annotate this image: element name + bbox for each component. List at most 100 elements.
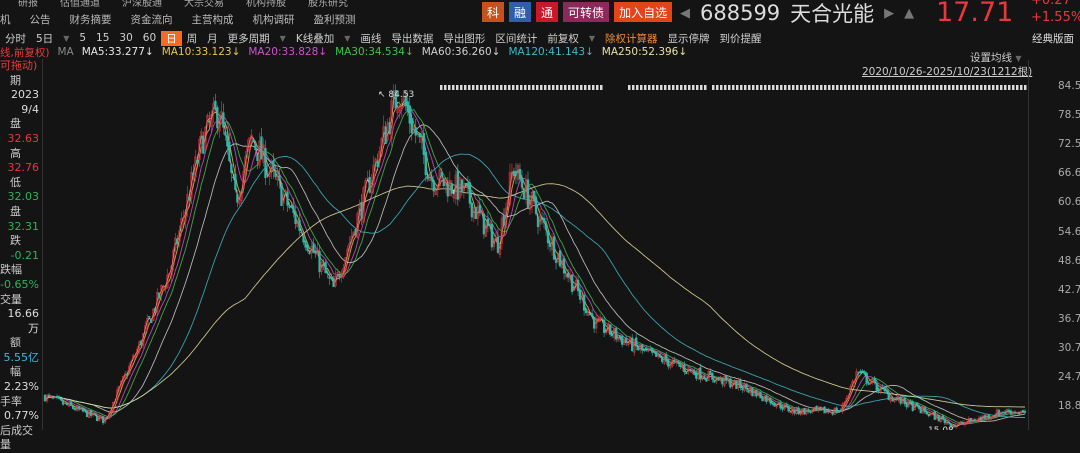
candle-body (330, 276, 333, 280)
candle-body (657, 353, 660, 357)
candle-body (93, 413, 97, 416)
badge-4[interactable]: 加入自选 (614, 2, 673, 22)
event-marker (516, 85, 519, 90)
y-tick-label: 78.5 (1058, 109, 1080, 122)
sub-tab[interactable]: 机构调研 (252, 13, 295, 26)
date-day: 9/4 (21, 102, 39, 116)
candle-body (302, 236, 305, 243)
toolbar-button[interactable]: 显示停牌 (667, 32, 710, 45)
candle-body (77, 405, 81, 410)
candle-body (71, 406, 75, 409)
candle-body (665, 354, 668, 362)
sub-tab[interactable]: 财务摘要 (69, 13, 112, 26)
badge-1[interactable]: 融 (509, 2, 532, 22)
sub-tab[interactable]: 盈利预测 (313, 13, 356, 26)
event-marker (680, 85, 683, 90)
layout-button[interactable]: 经典版面 (1032, 33, 1074, 45)
candle-body (649, 349, 652, 351)
bell-icon[interactable]: ▲ (904, 5, 915, 21)
top-tab[interactable]: 研报 (18, 0, 38, 9)
dropdown-caret-icon[interactable]: ▼ (588, 33, 596, 43)
dropdown-caret-icon[interactable]: ▼ (344, 33, 351, 43)
toolbar-button[interactable]: 导出数据 (391, 32, 434, 45)
badge-2[interactable]: 通 (536, 2, 559, 22)
prev-stock-icon[interactable]: ◀ (680, 5, 690, 21)
period-tab[interactable]: 15 (96, 32, 110, 44)
period-tab[interactable]: 更多周期 (227, 32, 270, 45)
period-tab[interactable]: 分时 (5, 32, 26, 45)
candle-body (254, 143, 257, 151)
candle-body (442, 178, 445, 187)
period-tab[interactable]: 月 (207, 32, 218, 45)
top-tab[interactable]: 大宗交易 (184, 0, 224, 9)
candle-body (222, 112, 225, 128)
period-tab[interactable]: 30 (119, 32, 133, 44)
period-tab[interactable]: 5日 (36, 32, 54, 45)
event-marker (1012, 85, 1015, 90)
event-marker (832, 85, 835, 90)
event-marker (492, 85, 495, 90)
badge-0[interactable]: 科 (482, 2, 505, 22)
event-marker (864, 85, 867, 90)
kline-chart[interactable]: ↖ 84.53 15.08 (0, 0, 1080, 430)
event-marker (556, 85, 559, 90)
period-tab[interactable]: 周 (186, 32, 198, 45)
sub-tab[interactable]: 机 (0, 13, 11, 26)
candle-body (705, 377, 708, 382)
event-marker (712, 85, 715, 90)
toolbar-button[interactable]: 前复权 (547, 32, 579, 45)
sub-tab[interactable]: 主营构成 (191, 13, 234, 26)
candle-body (863, 371, 866, 375)
candle-body (609, 324, 612, 335)
period-tab[interactable]: 日 (161, 30, 182, 46)
sub-tab[interactable]: 公告 (29, 13, 51, 26)
dropdown-caret-icon[interactable]: ▼ (279, 33, 286, 43)
candle-body (637, 347, 640, 351)
event-marker (996, 85, 999, 90)
toolbar-button[interactable]: 除权计算器 (605, 32, 658, 45)
event-marker (576, 85, 579, 90)
toolbar-button[interactable]: 导出图形 (443, 32, 486, 45)
candle-body (230, 164, 233, 173)
top-tab[interactable]: 股东研究 (308, 0, 348, 9)
toolbar-button[interactable]: K线叠加 (295, 32, 335, 45)
candle-body (773, 402, 776, 407)
event-marker (836, 85, 839, 90)
toolbar-button[interactable]: 画线 (360, 32, 382, 45)
y-tick-label: 72.5 (1058, 138, 1080, 151)
dropdown-caret-icon[interactable]: ▼ (63, 33, 70, 43)
stock-badges: 科融通可转债 加入自选 (482, 2, 673, 22)
candle-body (290, 204, 293, 207)
toolbar-button[interactable]: 区间统计 (495, 32, 538, 45)
sub-tab[interactable]: 资金流向 (130, 13, 173, 26)
candle-body (350, 236, 353, 241)
date-range[interactable]: 2020/10/26-2025/10/23(1212根) (862, 66, 1033, 78)
candle-body (590, 313, 594, 317)
ma-settings-button[interactable]: 设置均线 ▼ (970, 52, 1022, 64)
period-tab[interactable]: 60 (142, 32, 157, 44)
candle-body (570, 274, 574, 292)
candle-body (346, 248, 349, 257)
period-tab[interactable]: 5 (79, 32, 87, 44)
candle-body (390, 100, 393, 140)
candle-body (146, 318, 149, 329)
candle-body (482, 213, 486, 235)
candle-body (735, 380, 738, 390)
event-marker (716, 85, 719, 90)
candle-body (855, 371, 858, 380)
toolbar-button[interactable]: 到价提醒 (719, 32, 762, 45)
low-value: 32.03 (7, 190, 40, 204)
top-tab[interactable]: 沪深股通 (122, 0, 162, 9)
top-tab[interactable]: 机构持股 (246, 0, 286, 9)
candle-body (857, 371, 860, 374)
badge-3[interactable]: 可转债 (563, 2, 610, 22)
top-tab[interactable]: 估值通道 (60, 0, 100, 9)
ma-legend-item: MA20:33.828↓ (248, 46, 328, 58)
candle-body (178, 230, 181, 243)
candle-body (979, 416, 983, 419)
event-marker (472, 85, 475, 90)
candle-body (673, 359, 676, 362)
next-stock-icon[interactable]: ▶ (884, 5, 895, 21)
candle-body (683, 364, 686, 373)
candle-body (953, 424, 957, 428)
